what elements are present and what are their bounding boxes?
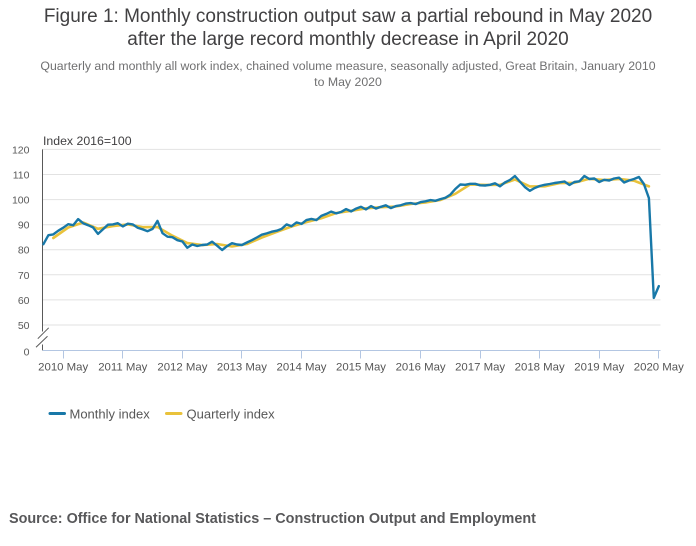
svg-text:2016 May: 2016 May (396, 362, 446, 374)
svg-text:2011 May: 2011 May (98, 362, 147, 374)
svg-text:0: 0 (24, 347, 30, 359)
svg-text:2013 May: 2013 May (217, 362, 267, 374)
svg-text:2014 May: 2014 May (276, 362, 326, 374)
svg-text:2012 May: 2012 May (157, 362, 207, 374)
svg-text:50: 50 (18, 320, 30, 332)
svg-text:Monthly index: Monthly index (70, 407, 151, 422)
svg-text:2010 May: 2010 May (38, 362, 88, 374)
svg-text:60: 60 (18, 295, 30, 307)
svg-text:2017 May: 2017 May (455, 362, 505, 374)
svg-text:2019 May: 2019 May (574, 362, 624, 374)
svg-text:80: 80 (18, 245, 30, 257)
svg-text:70: 70 (18, 270, 30, 282)
svg-text:Quarterly index: Quarterly index (187, 407, 276, 422)
svg-text:100: 100 (12, 195, 30, 207)
svg-text:120: 120 (12, 144, 30, 156)
svg-text:2018 May: 2018 May (515, 362, 565, 374)
svg-text:110: 110 (13, 170, 30, 182)
svg-text:90: 90 (18, 220, 30, 232)
svg-text:2015 May: 2015 May (336, 362, 386, 374)
svg-text:Index 2016=100: Index 2016=100 (43, 134, 132, 148)
svg-text:2020 May: 2020 May (634, 362, 684, 374)
